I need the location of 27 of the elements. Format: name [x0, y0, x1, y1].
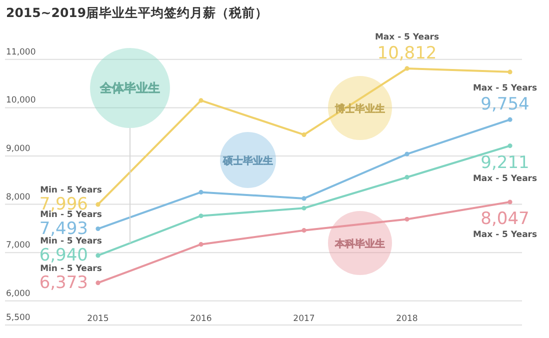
- y-tick-label: 9,000: [6, 144, 30, 154]
- chart-title: 2015~2019届毕业生平均签约月薪（税前）: [6, 5, 268, 20]
- y-tick-label: 8,000: [6, 192, 30, 202]
- data-label: 6,940: [39, 245, 88, 266]
- annotation: Max - 5 Years: [472, 84, 538, 94]
- x-tick-label: 2018: [396, 314, 418, 324]
- data-label: 9,754: [480, 94, 530, 115]
- annotation: Max - 5 Years: [472, 174, 538, 184]
- y-tick-label: 5,500: [6, 313, 30, 323]
- y-tick-label: 6,000: [6, 288, 30, 299]
- annotation: Max - 5 Years: [472, 230, 538, 240]
- annotation: Min - 5 Years: [40, 185, 102, 196]
- x-tick-label: 2017: [293, 314, 315, 324]
- text: Max - 5 Years: [374, 32, 440, 42]
- x-tick-label: 2016: [190, 314, 212, 324]
- y-tick-label: 10,000: [6, 96, 36, 106]
- data-label: 10,812: [377, 43, 437, 64]
- annotation: Min - 5 Years: [40, 264, 102, 274]
- annotation: Min - 5 Years: [40, 210, 102, 220]
- annotation: Min - 5 Years: [40, 236, 102, 246]
- data-label: 9,211: [480, 152, 530, 173]
- series-label: 本科毕业生: [334, 238, 385, 250]
- y-tick-label: 11,000: [6, 47, 36, 58]
- y-tick-label: 7,000: [6, 240, 30, 251]
- x-tick-label: 2015: [87, 314, 109, 324]
- data-label: 6,373: [39, 272, 88, 293]
- data-label: 8,047: [480, 209, 530, 230]
